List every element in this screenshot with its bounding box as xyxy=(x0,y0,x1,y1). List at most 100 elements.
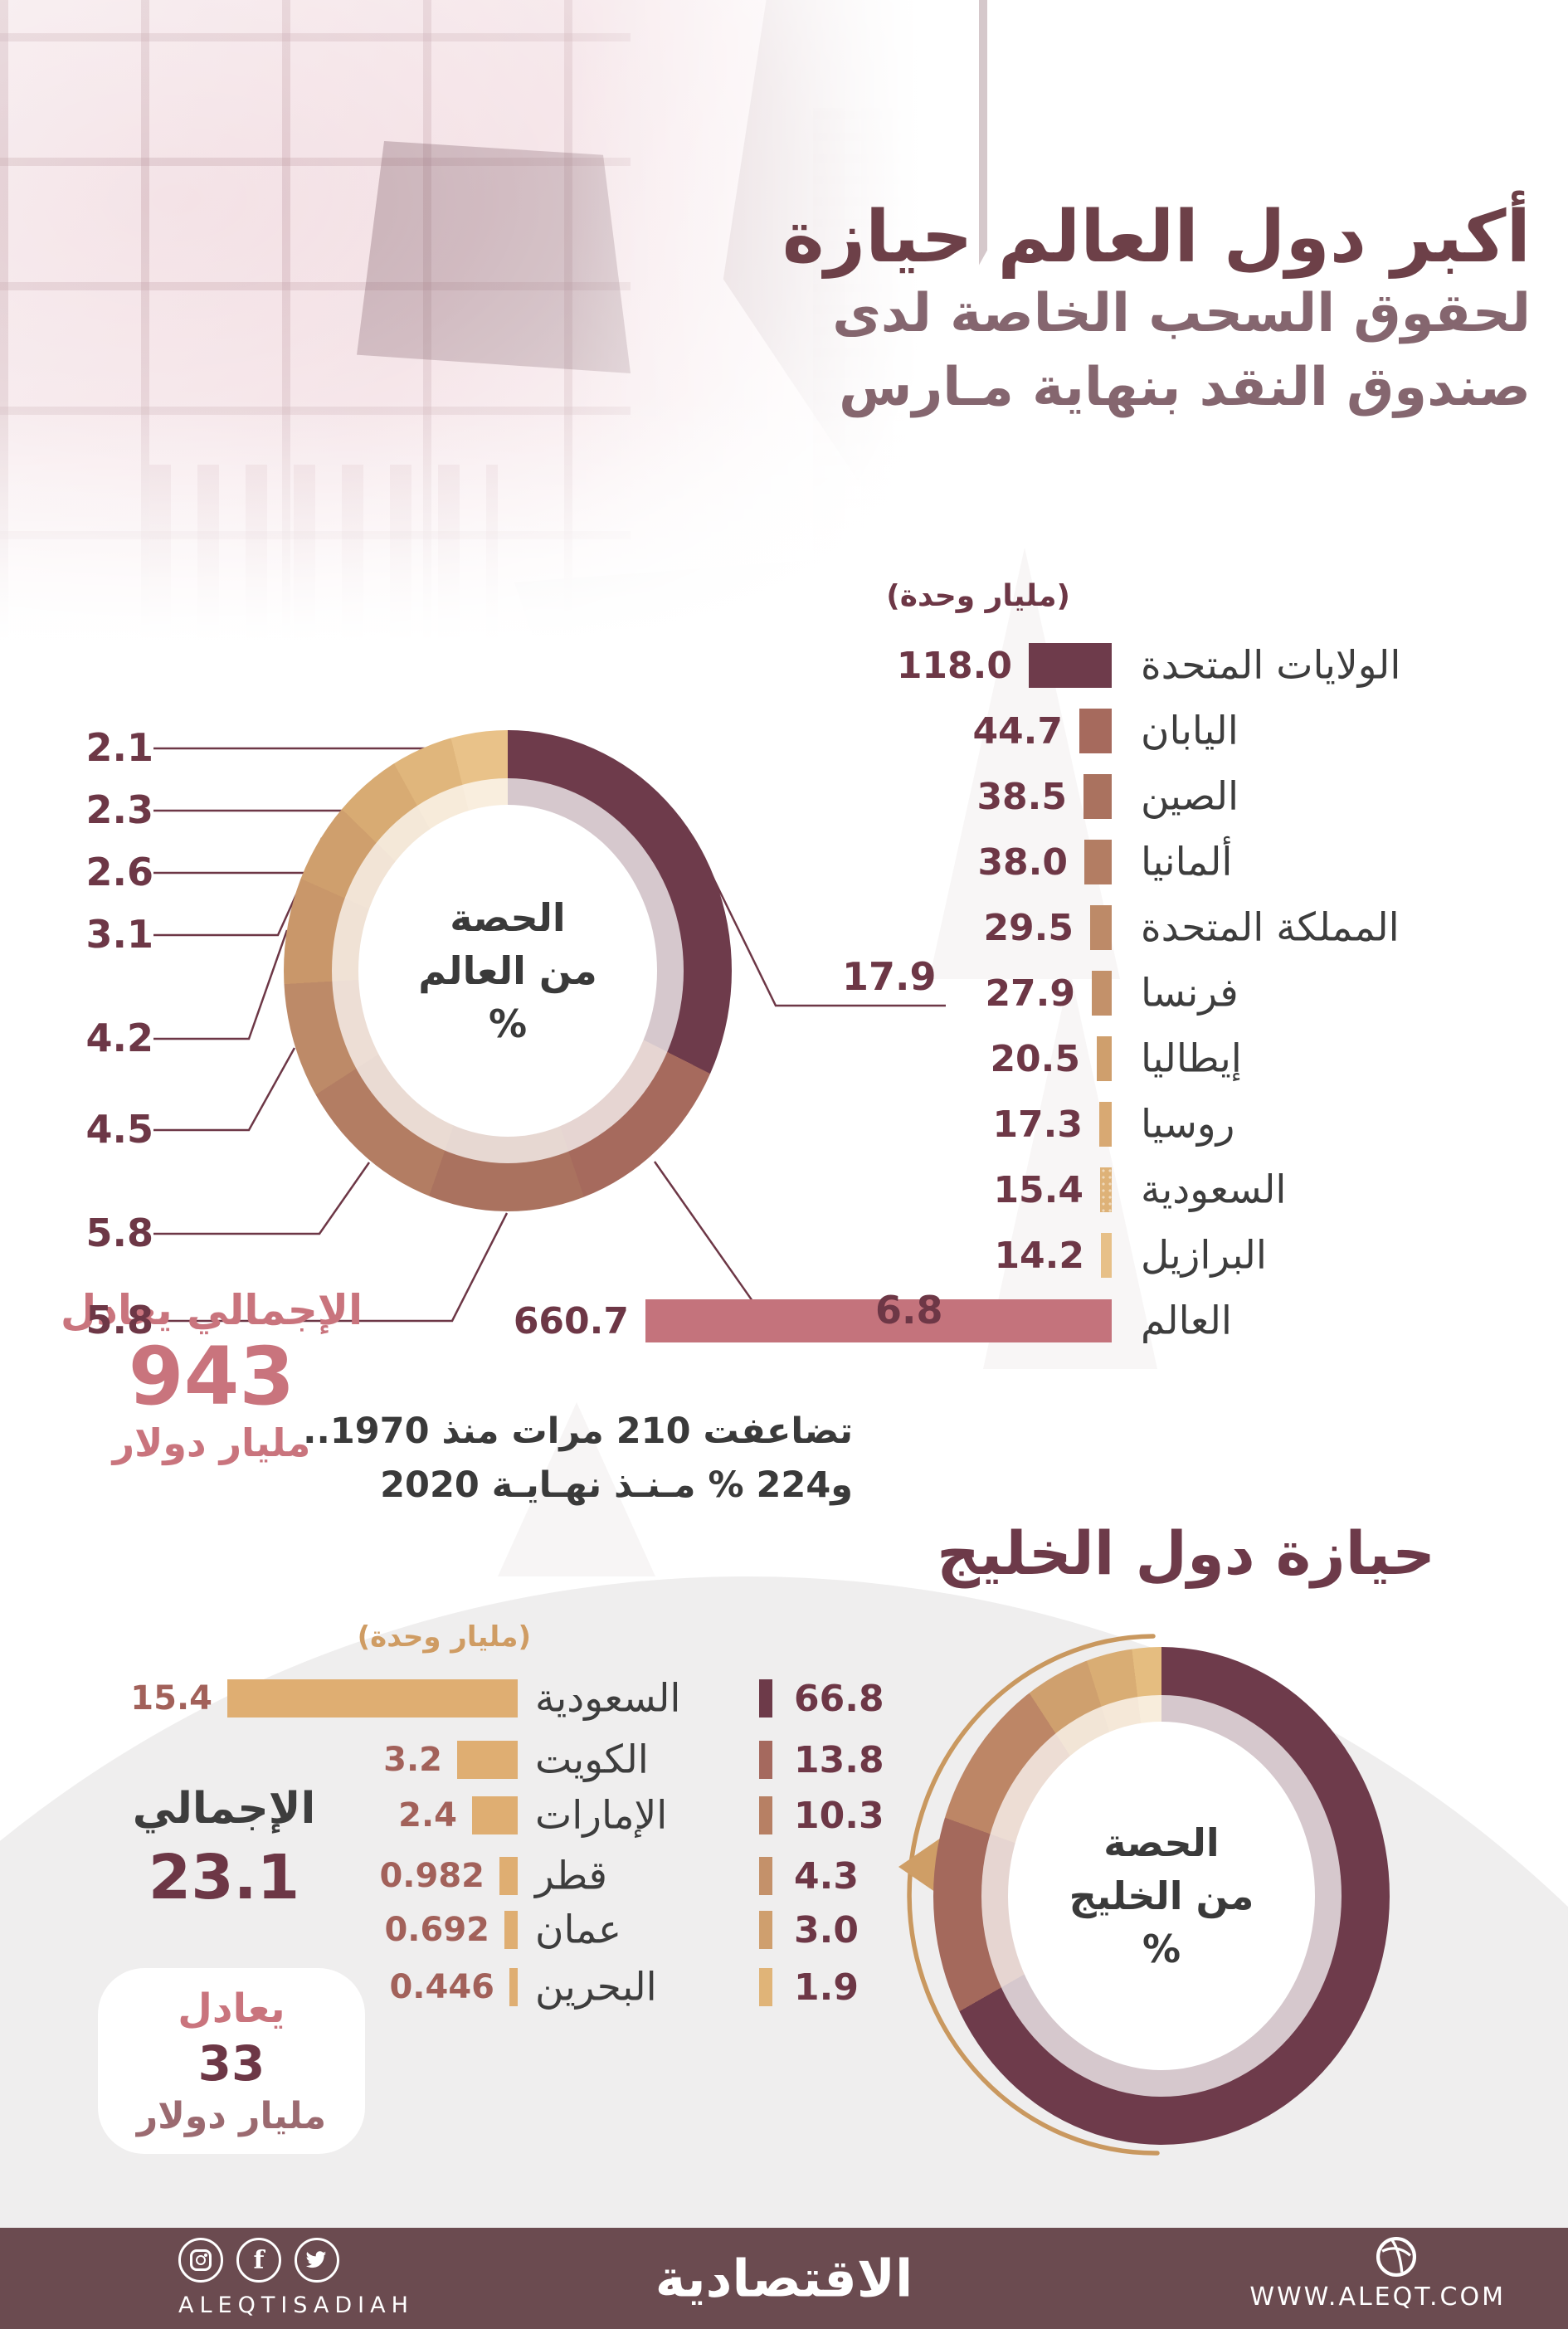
twitter-icon[interactable] xyxy=(295,2238,339,2283)
title-line1: أكبر دول العالم حيازة xyxy=(782,196,1531,279)
world-unit-label: (مليار وحدة) xyxy=(886,579,1070,613)
bar-value: 15.4 xyxy=(993,1168,1083,1211)
bar-label: العالم xyxy=(1141,1298,1232,1344)
pct-value: 1.9 xyxy=(794,1966,859,2009)
bar-label: الولايات المتحدة xyxy=(1141,642,1401,689)
bar-label: اليابان xyxy=(1141,708,1239,754)
page-title: أكبر دول العالم حيازة لحقوق السحب الخاصة… xyxy=(535,197,1531,424)
bar xyxy=(1029,643,1112,688)
bar-value: 20.5 xyxy=(990,1037,1080,1080)
bar-value: 38.0 xyxy=(977,840,1068,884)
title-line3: صندوق النقد بنهاية مـارس xyxy=(839,356,1531,418)
bar-value: 2.4 xyxy=(398,1796,457,1834)
header-photo-collage xyxy=(0,0,987,664)
world-bar-row: 38.5 الصين xyxy=(0,773,1568,820)
donut-value-label: 17.9 xyxy=(842,954,937,999)
gulf-bar-row: 0.692 عمان xyxy=(0,1908,1568,1953)
bar xyxy=(499,1857,518,1895)
bar-label: السعودية xyxy=(1141,1167,1287,1213)
gulf-total-value: 23.1 xyxy=(148,1842,300,1913)
title-line2: لحقوق السحب الخاصة لدى xyxy=(832,283,1531,345)
equiv-word: يعادل xyxy=(178,1985,285,2032)
gulf-equivalent-box: يعادل 33 مليار دولار xyxy=(98,1968,365,2154)
bar-label: البحرين xyxy=(535,1964,657,2010)
gulf-share-donut: الحصة من الخليج % xyxy=(933,1647,1390,2145)
photo-fade-overlay xyxy=(0,0,979,664)
instagram-icon[interactable] xyxy=(178,2238,223,2283)
equiv-unit: مليار دولار xyxy=(136,2094,327,2137)
donut-value-label: 3.1 xyxy=(85,912,154,957)
donut-center-line: % xyxy=(488,1001,528,1046)
bar xyxy=(1100,1167,1112,1212)
gulf-pct-row: 66.8 xyxy=(759,1678,884,1720)
bar-label: الصين xyxy=(1141,773,1239,820)
bar-label: الكويت xyxy=(535,1737,649,1783)
world-bar-row: 14.2 البرازيل xyxy=(0,1232,1568,1279)
bar-label: قطر xyxy=(535,1853,607,1899)
bar-value: 660.7 xyxy=(513,1299,629,1342)
website-url[interactable]: WWW.ALEQT.COM xyxy=(1249,2283,1506,2312)
world-bar-row: 20.5 إيطاليا xyxy=(0,1035,1568,1082)
donut-center-line: من العالم xyxy=(418,948,597,993)
bar-value: 44.7 xyxy=(972,709,1063,753)
gulf-unit-label: (مليار وحدة) xyxy=(357,1620,531,1654)
facebook-icon[interactable]: f xyxy=(236,2238,281,2283)
gulf-section-title: حيازة دول الخليج xyxy=(937,1518,1435,1588)
donut-center-line: الحصة xyxy=(1103,1820,1220,1865)
gulf-total-block: الإجمالي 23.1 xyxy=(87,1784,361,1913)
bar xyxy=(1092,971,1112,1016)
donut-value-label: 4.2 xyxy=(85,1016,154,1060)
pct-bar xyxy=(759,1796,772,1834)
bar xyxy=(1084,840,1112,884)
bar xyxy=(227,1679,518,1718)
bar-value: 29.5 xyxy=(983,906,1074,949)
gulf-total-label: الإجمالي xyxy=(132,1784,316,1834)
gulf-pct-row: 13.8 xyxy=(759,1739,884,1781)
world-bar-row: 38.0 ألمانيا xyxy=(0,839,1568,885)
bar-value: 17.3 xyxy=(992,1103,1083,1146)
gulf-bar-row: 0.446 البحرين xyxy=(0,1964,1568,2010)
total-value: 943 xyxy=(128,1330,295,1423)
growth-note: تضاعفت 210 مرات منذ 1970.. و224 % مـنـذ … xyxy=(303,1405,853,1512)
world-share-donut: الحصة من العالم % xyxy=(284,730,732,1211)
pct-bar xyxy=(759,1857,772,1895)
gulf-pct-row: 4.3 xyxy=(759,1854,859,1898)
pct-bar xyxy=(759,1741,772,1779)
donut-value-label: 4.5 xyxy=(85,1107,154,1152)
dribbble-icon[interactable] xyxy=(1374,2234,1419,2283)
donut-value-label: 2.6 xyxy=(85,850,154,894)
twitter-bird xyxy=(305,2251,327,2268)
gulf-bar-row: 15.4 السعودية xyxy=(0,1675,1568,1722)
gulf-bar-row: 0.982 قطر xyxy=(0,1853,1568,1899)
world-bar-row: 17.3 روسيا xyxy=(0,1101,1568,1147)
bar xyxy=(1099,1102,1112,1147)
note-line2: و224 % مـنـذ نهـايـة 2020 xyxy=(380,1464,853,1506)
gulf-bar-row: 3.2 الكويت xyxy=(0,1737,1568,1783)
equiv-value: 33 xyxy=(197,2034,265,2092)
bar-label: روسيا xyxy=(1141,1101,1235,1147)
pct-value: 4.3 xyxy=(794,1854,859,1898)
donut-value-label: 5.8 xyxy=(85,1211,154,1255)
bar xyxy=(1079,709,1112,753)
bar-value: 3.2 xyxy=(383,1741,442,1779)
bar-label: السعودية xyxy=(535,1675,681,1722)
gulf-bar-row: 2.4 الإمارات xyxy=(0,1792,1568,1839)
donut-value-label: 2.1 xyxy=(85,725,154,770)
social-handle: ALEQTISADIAH xyxy=(178,2292,414,2318)
pct-value: 3.0 xyxy=(794,1908,859,1951)
bar-value: 38.5 xyxy=(976,775,1067,818)
gulf-pct-row: 1.9 xyxy=(759,1966,859,2009)
note-line1: تضاعفت 210 مرات منذ 1970.. xyxy=(303,1411,853,1452)
instagram-glyph xyxy=(190,2249,212,2271)
instagram-lens xyxy=(196,2255,206,2265)
donut-value-label: 2.3 xyxy=(85,787,154,832)
bar-label: المملكة المتحدة xyxy=(1141,904,1400,951)
pct-bar xyxy=(759,1968,772,2006)
donut-value-label: 6.8 xyxy=(875,1288,943,1333)
bar-label: الإمارات xyxy=(535,1792,668,1839)
bar-value: 0.446 xyxy=(389,1968,494,2006)
brand-logo: الاقتصادية xyxy=(655,2248,913,2309)
bar xyxy=(1083,774,1112,819)
bar-label: فرنسا xyxy=(1141,970,1239,1016)
social-icons: f xyxy=(178,2238,339,2283)
